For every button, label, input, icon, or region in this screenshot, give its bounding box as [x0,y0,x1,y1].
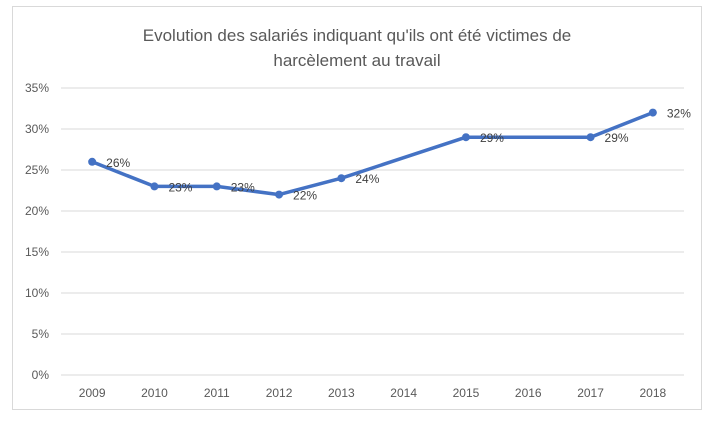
data-point [337,174,346,183]
y-tick-label: 35% [25,81,49,95]
y-tick-label: 15% [25,245,49,259]
chart-title: Evolution des salariés indiquant qu'ils … [13,23,701,73]
data-label: 23% [168,180,192,194]
data-point [275,190,284,199]
x-tick-label: 2016 [515,386,542,400]
data-point [648,108,657,117]
x-tick-label: 2011 [204,386,230,400]
x-tick-label: 2015 [453,386,480,400]
data-point [461,133,470,142]
chart-title-line-2: harcèlement au travail [273,51,441,70]
data-point [212,182,221,191]
x-tick-label: 2010 [141,386,168,400]
data-point [586,133,595,142]
x-tick-label: 2012 [266,386,293,400]
x-tick-label: 2009 [79,386,106,400]
data-point [88,157,97,166]
x-tick-label: 2014 [390,386,417,400]
y-tick-label: 30% [25,122,49,136]
data-point [150,182,159,191]
data-label: 22% [293,189,317,203]
data-label: 24% [355,172,379,186]
y-tick-label: 20% [25,204,49,218]
chart-frame: Evolution des salariés indiquant qu'ils … [12,6,702,410]
data-label: 26% [106,156,130,170]
x-tick-label: 2013 [328,386,355,400]
data-label: 29% [605,131,629,145]
data-label: 29% [480,131,504,145]
y-tick-label: 0% [32,368,50,382]
x-tick-label: 2018 [639,386,666,400]
data-label: 32% [667,107,691,121]
series-line [90,110,655,197]
x-tick-label: 2017 [577,386,604,400]
y-tick-label: 25% [25,163,49,177]
y-tick-label: 10% [25,286,49,300]
chart-title-line-1: Evolution des salariés indiquant qu'ils … [142,26,572,45]
y-tick-label: 5% [32,327,50,341]
line-chart: 0% 5% 10% 15% 20% 25% 30% 35% 2009 2010 2011 2012 20… [25,81,691,400]
data-label: 23% [231,180,255,194]
